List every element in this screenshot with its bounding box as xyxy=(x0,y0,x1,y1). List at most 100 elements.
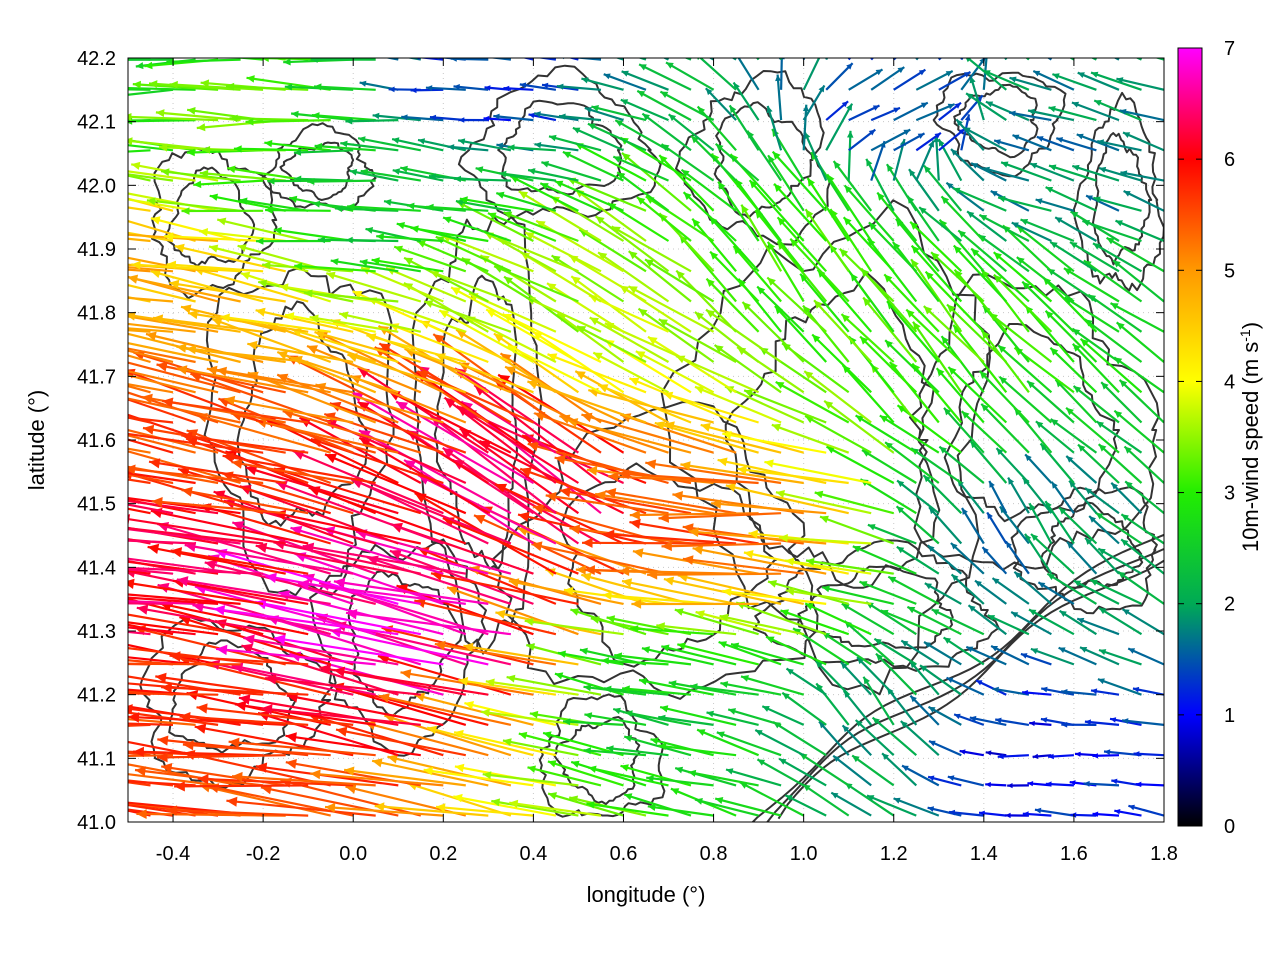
wind-vector xyxy=(621,70,669,91)
wind-vector xyxy=(215,644,376,666)
wind-vector xyxy=(128,780,196,787)
y-tick-label: 41.7 xyxy=(77,366,116,388)
wind-vector xyxy=(245,117,331,126)
wind-vector xyxy=(927,806,962,817)
wind-vector xyxy=(524,231,602,273)
wind-vector xyxy=(988,480,1008,514)
wind-vector xyxy=(680,461,804,485)
wind-vector xyxy=(347,203,421,212)
wind-vector xyxy=(766,241,805,303)
wind-vector xyxy=(868,221,918,273)
y-tick-label: 41.8 xyxy=(77,303,116,325)
wind-vector xyxy=(960,114,971,151)
wind-vector xyxy=(938,127,966,152)
wind-vector xyxy=(603,73,647,91)
wind-vector xyxy=(343,766,466,787)
wind-vector xyxy=(1048,753,1074,760)
x-tick-label: 1.0 xyxy=(790,843,818,865)
wind-vector xyxy=(870,58,875,61)
wind-vector xyxy=(714,797,782,817)
wind-vector xyxy=(778,757,827,787)
wind-vector xyxy=(416,370,534,424)
wind-vector xyxy=(615,58,624,61)
wind-vector xyxy=(895,505,940,545)
terrain-contour-line xyxy=(260,122,377,212)
wind-vector xyxy=(776,240,828,303)
wind-vector xyxy=(1027,108,1075,122)
wind-vector xyxy=(1069,58,1075,61)
wind-vector xyxy=(453,729,557,757)
wind-vector xyxy=(1097,678,1142,696)
wind-vector xyxy=(694,798,759,817)
wind-vector xyxy=(1114,809,1142,817)
wind-vector xyxy=(969,440,1008,484)
wind-vector xyxy=(128,354,151,364)
wind-vectors xyxy=(128,58,1164,819)
wind-vector xyxy=(737,465,849,485)
wind-vector xyxy=(851,754,895,787)
wind-vector xyxy=(884,441,940,484)
wind-vector xyxy=(128,173,174,182)
wind-vector xyxy=(128,662,241,666)
y-tick-label: 41.5 xyxy=(77,494,116,516)
wind-vector xyxy=(789,237,850,303)
wind-vector xyxy=(128,113,219,122)
wind-vector xyxy=(987,614,1030,636)
wind-vector xyxy=(1037,581,1075,605)
wind-vector xyxy=(766,105,783,151)
terrain-contour-line xyxy=(752,539,1000,672)
wind-vector xyxy=(1021,280,1075,333)
wind-vector xyxy=(559,487,692,515)
wind-vector xyxy=(255,237,331,245)
wind-vector xyxy=(128,149,151,153)
wind-vector xyxy=(128,315,219,333)
wind-vector xyxy=(1005,812,1029,819)
terrain-contour-line xyxy=(713,101,814,219)
wind-vector xyxy=(727,708,782,726)
wind-vector xyxy=(748,179,805,242)
wind-vector xyxy=(658,512,782,523)
y-tick-label: 41.2 xyxy=(77,685,116,707)
wind-vector xyxy=(689,683,759,696)
wind-vector xyxy=(128,347,196,364)
wind-vector xyxy=(128,370,219,394)
wind-vector xyxy=(446,586,579,636)
wind-vector xyxy=(1095,420,1143,454)
wind-vector xyxy=(561,58,602,61)
wind-vector xyxy=(169,80,264,91)
wind-vector xyxy=(366,333,467,364)
wind-vector xyxy=(247,340,354,364)
wind-vector xyxy=(970,247,1030,303)
wind-vector xyxy=(1073,579,1120,605)
wind-vector xyxy=(740,204,783,272)
wind-vector xyxy=(335,726,467,757)
wind-vector xyxy=(1008,110,1052,122)
y-tick-label: 41.3 xyxy=(77,621,116,643)
wind-vector xyxy=(507,144,556,152)
wind-vector xyxy=(204,559,376,605)
wind-vector xyxy=(802,104,809,151)
wind-vector xyxy=(1089,578,1142,605)
wind-vector xyxy=(335,205,399,213)
wind-vector xyxy=(1090,58,1097,61)
wind-vector xyxy=(884,339,940,394)
wind-vector xyxy=(995,717,1030,726)
wind-vector xyxy=(480,58,512,61)
wind-vector xyxy=(802,84,826,121)
wind-vector xyxy=(767,580,849,605)
wind-vector xyxy=(1090,71,1142,91)
wind-vector xyxy=(393,245,467,273)
wind-vector xyxy=(128,613,241,636)
y-tick-label: 41.6 xyxy=(77,430,116,452)
wind-vector xyxy=(1030,533,1075,575)
wind-vector xyxy=(162,397,309,424)
wind-vector xyxy=(576,325,647,363)
wind-vector xyxy=(450,286,534,333)
wind-vector xyxy=(840,313,895,363)
wind-vector xyxy=(779,534,872,545)
wind-vector xyxy=(741,301,805,363)
wind-vector xyxy=(774,305,828,363)
wind-vector xyxy=(813,299,873,363)
wind-vector xyxy=(233,145,309,153)
wind-vector xyxy=(780,609,850,636)
